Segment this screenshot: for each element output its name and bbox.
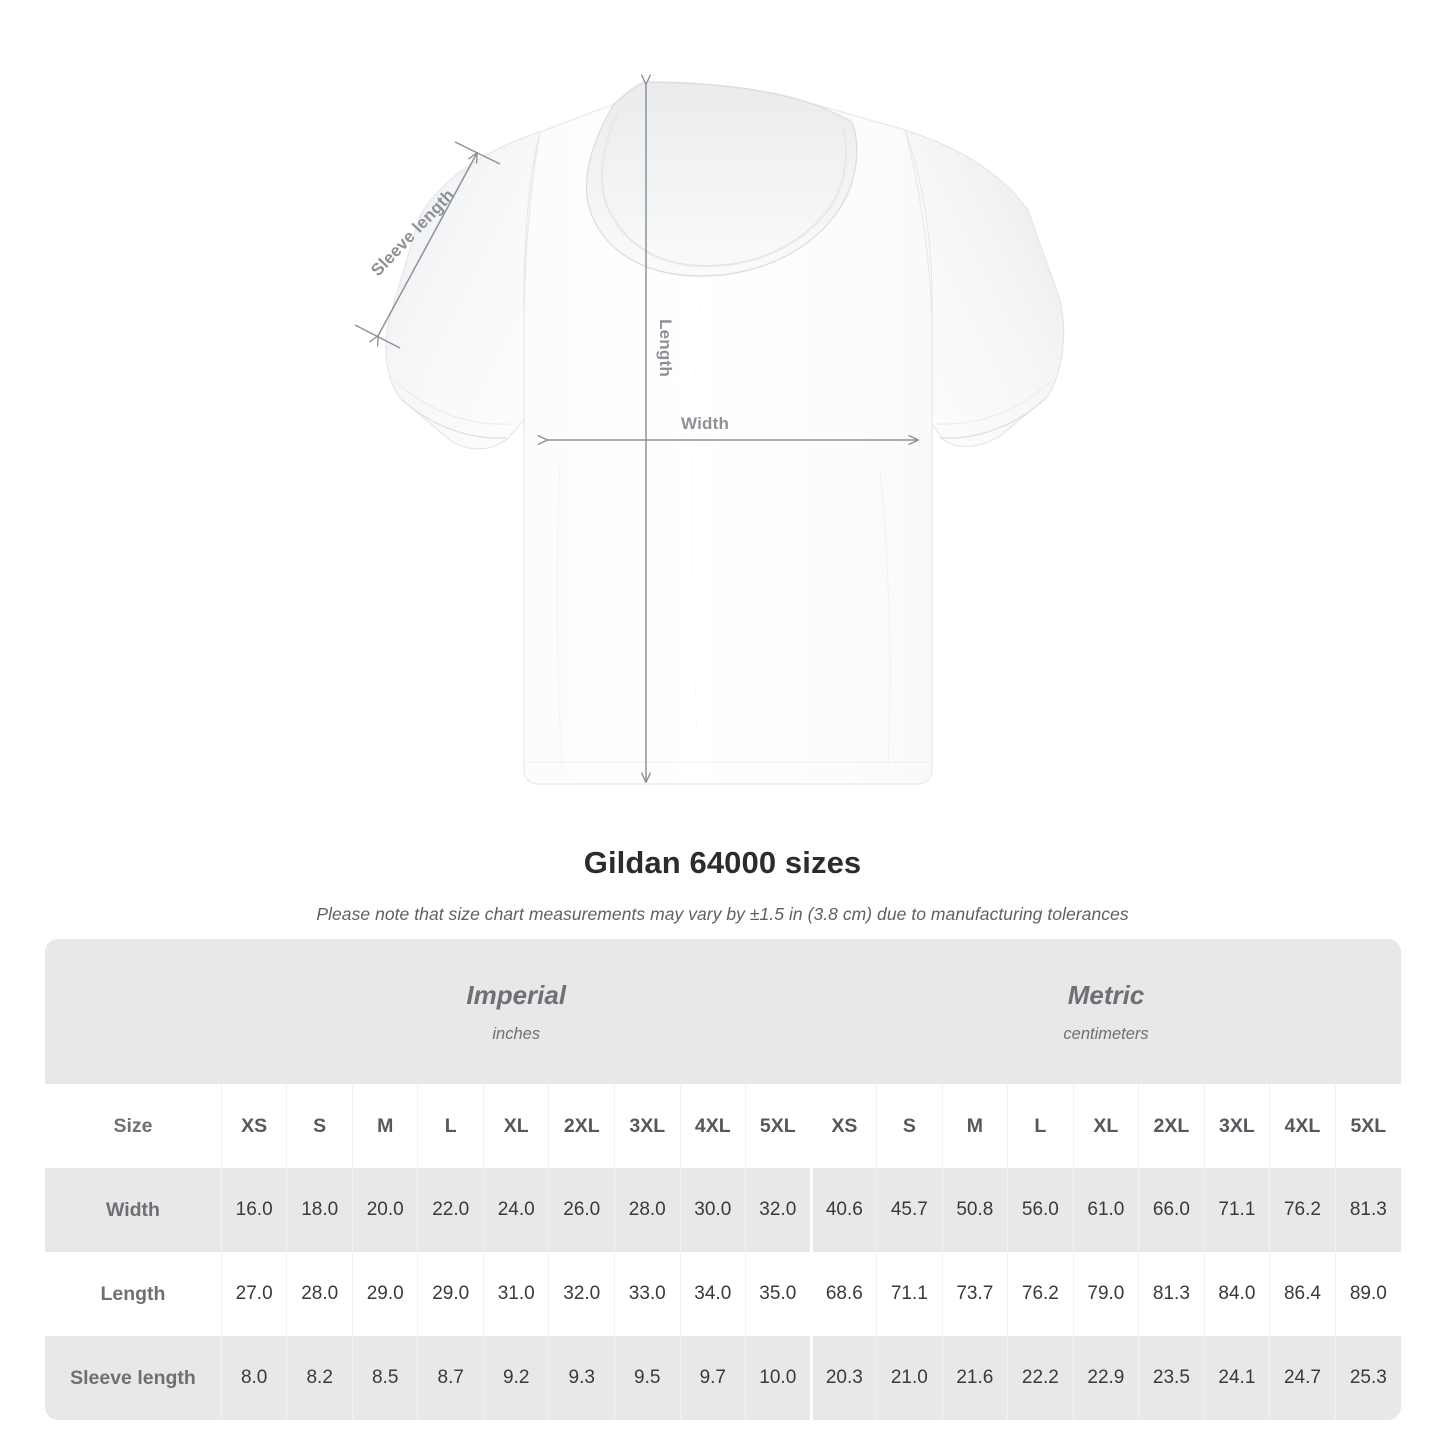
cell-width-imperial-m: 20.0 xyxy=(351,1168,418,1252)
size-header-imperial-xl: XL xyxy=(482,1084,549,1168)
table-row-length: Length 27.0 28.0 29.0 29.0 31.0 32.0 33.… xyxy=(45,1252,1401,1336)
cell-width-imperial-l: 22.0 xyxy=(417,1168,484,1252)
cell-length-imperial-xs: 27.0 xyxy=(220,1252,287,1336)
size-header-metric-s: S xyxy=(876,1084,943,1168)
cell-width-metric-2xl: 66.0 xyxy=(1138,1168,1205,1252)
table-row-size-header: Size XS S M L XL 2XL 3XL 4XL 5XL XS S M … xyxy=(45,1084,1401,1168)
table-row-sleeve-length: Sleeve length 8.0 8.2 8.5 8.7 9.2 9.3 9.… xyxy=(45,1336,1401,1420)
cell-width-metric-s: 45.7 xyxy=(876,1168,943,1252)
cell-sleeve-metric-3xl: 24.1 xyxy=(1203,1336,1270,1420)
cell-sleeve-imperial-xl: 9.2 xyxy=(482,1336,549,1420)
tolerance-note: Please note that size chart measurements… xyxy=(316,904,1129,924)
unit-group-metric: Metric centimeters xyxy=(811,939,1401,1084)
cell-sleeve-metric-l: 22.2 xyxy=(1007,1336,1074,1420)
size-header-imperial-xs: XS xyxy=(220,1084,287,1168)
unit-group-imperial-name: Imperial xyxy=(466,979,567,1010)
cell-length-imperial-2xl: 32.0 xyxy=(548,1252,615,1336)
cell-length-imperial-l: 29.0 xyxy=(417,1252,484,1336)
cell-length-imperial-m: 29.0 xyxy=(351,1252,418,1336)
cell-width-metric-xs: 40.6 xyxy=(809,1168,877,1252)
cell-sleeve-metric-m: 21.6 xyxy=(941,1336,1008,1420)
tshirt-illustration: Sleeve length Length Width xyxy=(354,0,1065,785)
size-header-imperial-2xl: 2XL xyxy=(548,1084,615,1168)
unit-group-imperial-sub: inches xyxy=(492,1025,541,1044)
unit-group-header-row: Imperial inches Metric centimeters xyxy=(45,939,1401,1084)
cell-sleeve-imperial-4xl: 9.7 xyxy=(679,1336,746,1420)
row-label-size: Size xyxy=(45,1084,222,1168)
row-label-length: Length xyxy=(45,1252,222,1336)
cell-width-imperial-xl: 24.0 xyxy=(482,1168,549,1252)
cell-sleeve-metric-4xl: 24.7 xyxy=(1269,1336,1336,1420)
size-header-metric-4xl: 4XL xyxy=(1269,1084,1336,1168)
cell-sleeve-imperial-5xl: 10.0 xyxy=(745,1336,812,1420)
cell-length-imperial-s: 28.0 xyxy=(286,1252,353,1336)
tshirt-diagram-svg xyxy=(354,0,1065,785)
cell-sleeve-metric-2xl: 23.5 xyxy=(1138,1336,1205,1420)
cell-sleeve-imperial-3xl: 9.5 xyxy=(614,1336,681,1420)
size-header-metric-3xl: 3XL xyxy=(1203,1084,1270,1168)
cell-width-imperial-s: 18.0 xyxy=(286,1168,353,1252)
length-label: Length xyxy=(655,319,675,377)
cell-width-imperial-3xl: 28.0 xyxy=(614,1168,681,1252)
size-chart-table: Imperial inches Metric centimeters Size … xyxy=(45,939,1401,1420)
cell-length-metric-l: 76.2 xyxy=(1007,1252,1074,1336)
cell-length-metric-m: 73.7 xyxy=(941,1252,1008,1336)
cell-length-imperial-3xl: 33.0 xyxy=(614,1252,681,1336)
cell-length-metric-xl: 79.0 xyxy=(1072,1252,1139,1336)
measurements-table: Imperial inches Metric centimeters Size … xyxy=(45,939,1401,1420)
cell-sleeve-metric-xs: 20.3 xyxy=(809,1336,877,1420)
cell-width-metric-4xl: 76.2 xyxy=(1269,1168,1336,1252)
size-header-metric-5xl: 5XL xyxy=(1334,1084,1401,1168)
size-header-imperial-5xl: 5XL xyxy=(745,1084,812,1168)
table-row-width: Width 16.0 18.0 20.0 22.0 24.0 26.0 28.0… xyxy=(45,1168,1401,1252)
row-label-width: Width xyxy=(45,1168,222,1252)
sleeve-length-dimension-arrow xyxy=(354,141,501,349)
cell-sleeve-metric-s: 21.0 xyxy=(876,1336,943,1420)
cell-sleeve-metric-5xl: 25.3 xyxy=(1334,1336,1401,1420)
size-header-metric-l: L xyxy=(1007,1084,1074,1168)
size-header-metric-2xl: 2XL xyxy=(1138,1084,1205,1168)
cell-length-metric-s: 71.1 xyxy=(876,1252,943,1336)
cell-width-metric-l: 56.0 xyxy=(1007,1168,1074,1252)
cell-sleeve-metric-xl: 22.9 xyxy=(1072,1336,1139,1420)
width-label: Width xyxy=(681,414,730,433)
cell-sleeve-imperial-xs: 8.0 xyxy=(220,1336,287,1420)
cell-width-imperial-4xl: 30.0 xyxy=(679,1168,746,1252)
size-header-imperial-l: L xyxy=(417,1084,484,1168)
cell-width-imperial-5xl: 32.0 xyxy=(745,1168,812,1252)
cell-width-metric-m: 50.8 xyxy=(941,1168,1008,1252)
cell-width-metric-3xl: 71.1 xyxy=(1203,1168,1270,1252)
unit-group-metric-name: Metric xyxy=(1067,979,1145,1010)
cell-width-metric-xl: 61.0 xyxy=(1072,1168,1139,1252)
cell-length-imperial-xl: 31.0 xyxy=(482,1252,549,1336)
cell-length-metric-3xl: 84.0 xyxy=(1203,1252,1270,1336)
cell-sleeve-imperial-2xl: 9.3 xyxy=(548,1336,615,1420)
size-header-metric-xl: XL xyxy=(1072,1084,1139,1168)
cell-width-imperial-xs: 16.0 xyxy=(220,1168,287,1252)
size-header-metric-m: M xyxy=(941,1084,1008,1168)
cell-width-metric-5xl: 81.3 xyxy=(1334,1168,1401,1252)
cell-sleeve-imperial-s: 8.2 xyxy=(286,1336,353,1420)
cell-length-imperial-4xl: 34.0 xyxy=(679,1252,746,1336)
page-title: Gildan 64000 sizes xyxy=(583,845,862,880)
cell-length-metric-4xl: 86.4 xyxy=(1269,1252,1336,1336)
cell-length-metric-2xl: 81.3 xyxy=(1138,1252,1205,1336)
cell-length-imperial-5xl: 35.0 xyxy=(745,1252,812,1336)
title-block: Gildan 64000 sizes Please note that size… xyxy=(0,845,1445,925)
cell-sleeve-imperial-l: 8.7 xyxy=(417,1336,484,1420)
unit-group-imperial: Imperial inches xyxy=(221,939,812,1084)
size-header-imperial-m: M xyxy=(351,1084,418,1168)
cell-length-metric-xs: 68.6 xyxy=(809,1252,877,1336)
unit-group-metric-sub: centimeters xyxy=(1063,1025,1149,1044)
size-header-imperial-s: S xyxy=(286,1084,353,1168)
size-header-imperial-3xl: 3XL xyxy=(614,1084,681,1168)
cell-length-metric-5xl: 89.0 xyxy=(1334,1252,1401,1336)
size-header-metric-xs: XS xyxy=(809,1084,877,1168)
size-header-imperial-4xl: 4XL xyxy=(679,1084,746,1168)
unit-header-spacer xyxy=(45,939,222,1084)
cell-width-imperial-2xl: 26.0 xyxy=(548,1168,615,1252)
row-label-sleeve-length: Sleeve length xyxy=(45,1336,222,1420)
cell-sleeve-imperial-m: 8.5 xyxy=(351,1336,418,1420)
